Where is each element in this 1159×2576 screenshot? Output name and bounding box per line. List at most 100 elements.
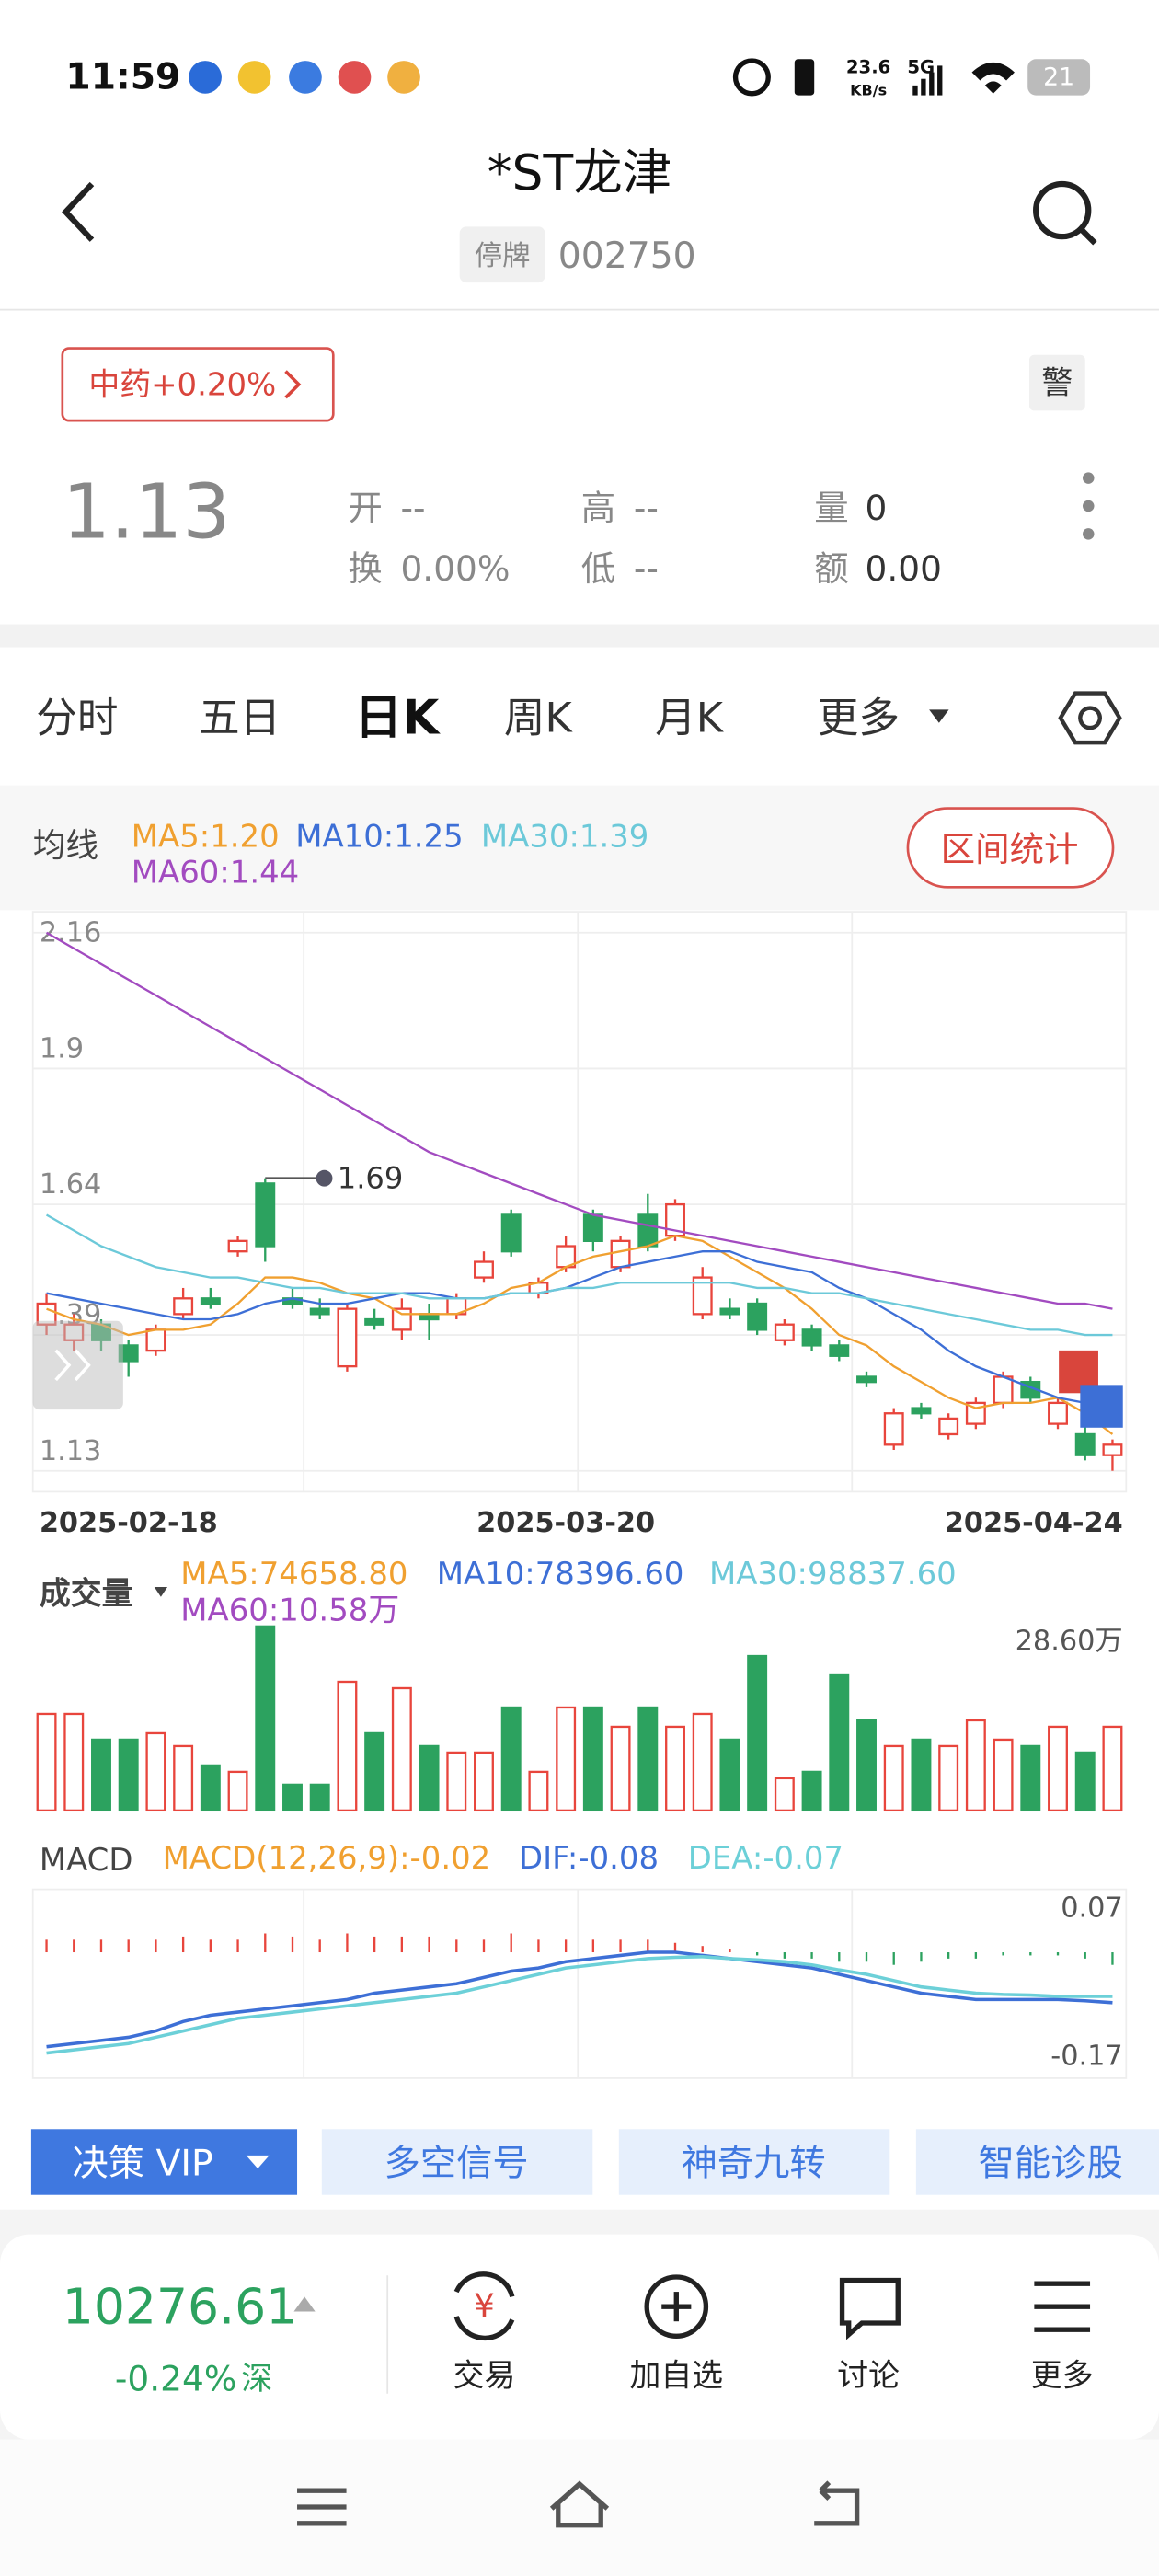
tab-active[interactable]: 日K <box>354 690 441 745</box>
volume-bar <box>1102 1725 1123 1812</box>
volume-bar <box>692 1712 713 1812</box>
expand-icon <box>54 1349 91 1382</box>
ma-line <box>46 1250 1113 1409</box>
volume-bar <box>474 1751 494 1812</box>
alert: 警 <box>1041 365 1073 401</box>
y-tick-label: 28.60万 <box>1016 1625 1123 1657</box>
volume-bar <box>801 1770 822 1812</box>
legend-item: MA60:1.44 <box>132 855 299 891</box>
more-menu[interactable] <box>1083 472 1095 540</box>
volume-bar <box>91 1738 111 1812</box>
settings-button[interactable] <box>1058 691 1122 745</box>
volume-bar <box>337 1680 358 1812</box>
sector-tag[interactable] <box>61 347 335 422</box>
notification-icons <box>189 61 420 94</box>
candle-body <box>719 1307 740 1316</box>
candle-body <box>227 1239 248 1253</box>
candle-body <box>173 1297 194 1316</box>
candle-body <box>747 1302 768 1331</box>
macd-line <box>46 1950 1113 2049</box>
candle-body <box>883 1412 904 1446</box>
discuss-icon[interactable] <box>839 2277 901 2340</box>
action-label[interactable]: 加自选 <box>629 2358 723 2394</box>
y-tick-label: 1.9 <box>40 1033 84 1065</box>
tab[interactable]: 分时 <box>36 694 118 742</box>
action-label[interactable]: 讨论 <box>837 2358 900 2394</box>
volume-bar <box>118 1738 139 1812</box>
legend-item: MA60:10.58万 <box>180 1592 399 1627</box>
volume-bar <box>665 1725 685 1812</box>
range-stats: 区间统计 <box>941 829 1079 869</box>
candle-body <box>500 1213 522 1253</box>
buy-sell-marker <box>1059 1350 1123 1428</box>
net-speed: 23.6 <box>846 57 890 78</box>
candle-body <box>856 1375 877 1384</box>
volume-bar <box>965 1719 986 1812</box>
tool-button[interactable] <box>915 2129 1159 2195</box>
divider <box>0 624 1159 648</box>
volume-bar <box>747 1654 768 1812</box>
nav-icons[interactable] <box>297 2480 860 2528</box>
legend-item: MACD(12,26,9):-0.02 <box>163 1840 491 1876</box>
candle-body <box>145 1328 166 1352</box>
sector-arrow <box>284 370 302 399</box>
volume-bar <box>719 1738 740 1812</box>
search-button[interactable] <box>1033 180 1097 246</box>
dropdown-arrow <box>929 709 949 723</box>
ma-line <box>45 1213 1113 1337</box>
volume-bar <box>1074 1751 1096 1812</box>
low-label: 低 <box>581 548 615 589</box>
more-icon[interactable] <box>1034 2281 1091 2332</box>
status-badge <box>459 226 545 283</box>
expand-button[interactable] <box>32 1320 123 1410</box>
system-icons <box>732 58 815 97</box>
action-label[interactable]: 交易 <box>453 2358 516 2394</box>
tab[interactable]: 五日 <box>199 694 281 742</box>
candle-body <box>337 1307 358 1368</box>
time: 11:59 <box>65 56 180 98</box>
ma-line <box>46 1234 1114 1435</box>
candle-body <box>582 1213 603 1243</box>
volume-bar <box>993 1738 1014 1812</box>
volume-bar <box>391 1686 412 1812</box>
sector: 中药+0.20% <box>88 366 276 402</box>
volume-bar <box>829 1673 850 1812</box>
tool-button[interactable] <box>618 2129 890 2195</box>
ma-line <box>45 931 1113 1310</box>
volume-bar <box>1020 1744 1041 1812</box>
tab[interactable]: 更多 <box>818 694 900 742</box>
turnover-label: 换 <box>348 548 382 589</box>
y-tick-label: -0.17 <box>1050 2040 1122 2072</box>
candle-body <box>610 1239 631 1269</box>
volume-bar <box>911 1738 932 1812</box>
battery <box>1027 59 1091 96</box>
watchlist-icon[interactable] <box>644 2274 709 2339</box>
candle-body <box>1074 1432 1096 1456</box>
tool-button[interactable] <box>321 2129 593 2195</box>
action-label[interactable]: 更多 <box>1031 2358 1094 2394</box>
vertical-grid <box>303 912 854 2078</box>
trade-icon[interactable] <box>453 2271 515 2341</box>
range-stats-button[interactable] <box>906 807 1115 889</box>
max-label: 1.69 <box>338 1161 404 1196</box>
volume-label: 量 <box>814 488 848 528</box>
dropdown-arrow <box>154 1587 168 1597</box>
volume-bar <box>36 1712 57 1812</box>
tab[interactable]: 月K <box>655 694 725 742</box>
market: 深 <box>241 2361 272 2397</box>
tab[interactable]: 周K <box>504 694 574 742</box>
candle-body <box>774 1323 795 1341</box>
legend-item: MA5:1.20 <box>132 818 280 854</box>
tool-label: 智能诊股 <box>979 2143 1123 2184</box>
stock-title: *ST龙津 <box>488 144 672 201</box>
candle-body <box>391 1307 412 1331</box>
tool-label: 神奇九转 <box>682 2143 826 2184</box>
candle-body <box>474 1260 494 1279</box>
back-button[interactable] <box>62 181 95 242</box>
max-dot <box>316 1169 333 1187</box>
dropdown-arrow <box>246 2155 270 2169</box>
volume-bar <box>63 1712 85 1812</box>
turnover: 0.00% <box>400 548 510 589</box>
volume-bar <box>419 1744 440 1812</box>
